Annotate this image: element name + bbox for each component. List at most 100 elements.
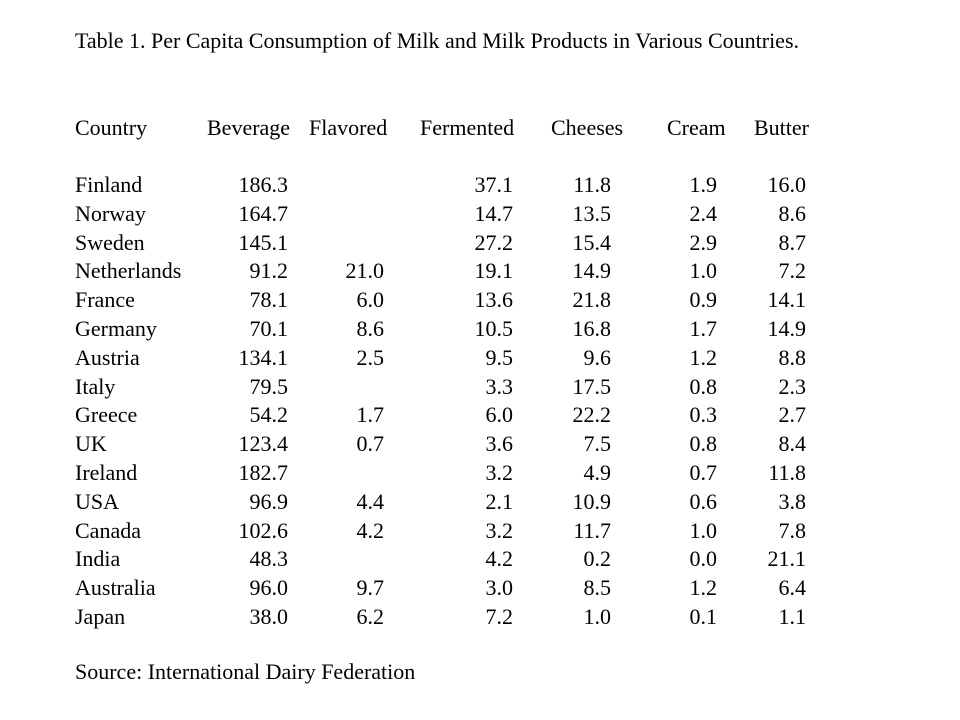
cell-cheeses: 15.4 <box>572 230 612 255</box>
cell-flavored: 4.2 <box>356 518 385 543</box>
cell-butter: 14.1 <box>767 287 807 312</box>
cell-country: Greece <box>75 402 138 427</box>
cell-butter: 8.8 <box>778 345 807 370</box>
cell-beverage: 96.9 <box>249 489 289 514</box>
cell-cheeses: 11.8 <box>573 172 611 197</box>
header-cream: Cream <box>667 115 726 140</box>
cell-fermented: 14.7 <box>474 201 514 226</box>
cell-fermented: 27.2 <box>474 230 514 255</box>
cell-beverage: 70.1 <box>249 316 289 341</box>
cell-butter: 21.1 <box>767 546 807 571</box>
cell-beverage: 102.6 <box>238 518 289 543</box>
cell-country: India <box>75 546 121 571</box>
header-flavored: Flavored <box>309 115 388 140</box>
header-beverage: Beverage <box>207 115 291 140</box>
cell-cream: 2.9 <box>689 230 718 255</box>
cell-country: Japan <box>75 604 126 629</box>
cell-flavored: 0.7 <box>356 431 385 456</box>
cell-flavored: 2.5 <box>356 345 385 370</box>
cell-country: Finland <box>75 172 143 197</box>
cell-cream: 1.7 <box>689 316 718 341</box>
cell-fermented: 10.5 <box>474 316 514 341</box>
cell-beverage: 134.1 <box>238 345 289 370</box>
cell-flavored: 6.2 <box>356 604 385 629</box>
cell-country: Germany <box>75 316 157 341</box>
cell-beverage: 48.3 <box>249 546 289 571</box>
cell-cream: 1.0 <box>689 518 718 543</box>
cell-cream: 0.0 <box>689 546 718 571</box>
header-butter: Butter <box>754 115 809 140</box>
cell-country: France <box>75 287 135 312</box>
cell-butter: 7.8 <box>778 518 807 543</box>
cell-butter: 2.7 <box>778 402 807 427</box>
cell-cheeses: 7.5 <box>583 431 612 456</box>
cell-cheeses: 14.9 <box>572 258 612 283</box>
cell-butter: 16.0 <box>767 172 807 197</box>
cell-cheeses: 8.5 <box>583 575 612 600</box>
cell-flavored: 6.0 <box>356 287 385 312</box>
header-fermented: Fermented <box>420 115 515 140</box>
header-cheeses: Cheeses <box>551 115 624 140</box>
cell-butter: 11.8 <box>768 460 806 485</box>
cell-beverage: 54.2 <box>249 402 289 427</box>
header-country: Country <box>75 115 148 140</box>
cell-fermented: 3.2 <box>485 518 514 543</box>
cell-butter: 2.3 <box>778 374 807 399</box>
cell-cheeses: 11.7 <box>573 518 611 543</box>
table-title: Table 1. Per Capita Consumption of Milk … <box>75 28 800 53</box>
cell-flavored: 1.7 <box>356 402 385 427</box>
cell-country: Australia <box>75 575 156 600</box>
cell-fermented: 9.5 <box>485 345 514 370</box>
cell-cream: 0.6 <box>689 489 718 514</box>
cell-flavored: 9.7 <box>356 575 385 600</box>
cell-cream: 0.9 <box>689 287 718 312</box>
cell-country: USA <box>75 489 120 514</box>
cell-beverage: 123.4 <box>238 431 289 456</box>
cell-fermented: 6.0 <box>485 402 514 427</box>
cell-fermented: 3.3 <box>485 374 514 399</box>
cell-butter: 6.4 <box>778 575 807 600</box>
cell-beverage: 96.0 <box>249 575 289 600</box>
cell-fermented: 7.2 <box>485 604 514 629</box>
cell-country: Netherlands <box>75 258 182 283</box>
cell-cream: 1.0 <box>689 258 718 283</box>
cell-cream: 1.2 <box>689 575 718 600</box>
cell-cream: 0.1 <box>689 604 718 629</box>
cell-butter: 1.1 <box>778 604 807 629</box>
cell-country: Italy <box>75 374 116 399</box>
cell-cream: 0.8 <box>689 431 718 456</box>
cell-fermented: 37.1 <box>474 172 514 197</box>
cell-cheeses: 1.0 <box>583 604 612 629</box>
cell-cheeses: 0.2 <box>583 546 612 571</box>
cell-beverage: 145.1 <box>238 230 289 255</box>
cell-beverage: 79.5 <box>249 374 289 399</box>
cell-cream: 2.4 <box>689 201 718 226</box>
cell-butter: 7.2 <box>778 258 807 283</box>
cell-cheeses: 4.9 <box>583 460 612 485</box>
cell-beverage: 164.7 <box>238 201 289 226</box>
cell-flavored: 4.4 <box>356 489 385 514</box>
cell-cheeses: 16.8 <box>572 316 612 341</box>
cell-country: Austria <box>75 345 140 370</box>
cell-cheeses: 9.6 <box>583 345 612 370</box>
cell-fermented: 3.0 <box>485 575 514 600</box>
cell-butter: 8.4 <box>778 431 807 456</box>
cell-fermented: 3.2 <box>485 460 514 485</box>
cell-beverage: 186.3 <box>238 172 289 197</box>
cell-country: Norway <box>75 201 146 226</box>
cell-fermented: 4.2 <box>485 546 514 571</box>
cell-butter: 8.7 <box>778 230 807 255</box>
cell-butter: 14.9 <box>767 316 807 341</box>
cell-cheeses: 21.8 <box>572 287 612 312</box>
cell-country: Sweden <box>75 230 145 255</box>
cell-butter: 8.6 <box>778 201 807 226</box>
cell-beverage: 38.0 <box>249 604 289 629</box>
cell-beverage: 78.1 <box>249 287 289 312</box>
cell-beverage: 91.2 <box>249 258 289 283</box>
cell-fermented: 2.1 <box>485 489 514 514</box>
cell-cheeses: 13.5 <box>572 201 612 226</box>
cell-cheeses: 17.5 <box>572 374 612 399</box>
cell-cheeses: 22.2 <box>572 402 612 427</box>
cell-cream: 0.3 <box>689 402 718 427</box>
